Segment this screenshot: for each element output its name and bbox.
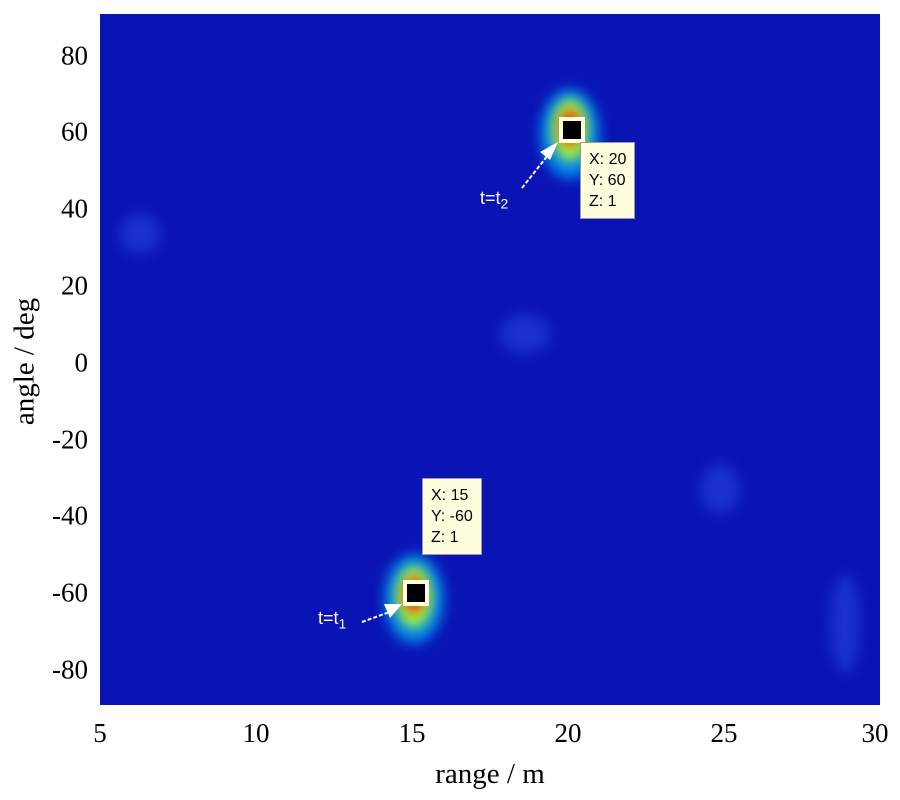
x-tick: 5 bbox=[93, 718, 107, 748]
x-tick: 25 bbox=[710, 718, 738, 748]
datatip-y: Y: 60 bbox=[589, 172, 626, 189]
y-tick: -40 bbox=[52, 500, 88, 531]
noise bbox=[500, 314, 550, 354]
x-axis-label: range / m bbox=[435, 758, 545, 790]
annotation-t2: t=t2 bbox=[480, 188, 509, 212]
y-tick: 20 bbox=[61, 270, 88, 301]
y-axis-label: angle / deg bbox=[8, 297, 41, 426]
y-tick: -60 bbox=[52, 577, 88, 608]
heatmap-plot-area bbox=[100, 14, 880, 705]
datatip-marker-t1[interactable] bbox=[403, 580, 429, 606]
datatip-y: Y: -60 bbox=[431, 508, 473, 525]
y-tick: 60 bbox=[61, 116, 88, 147]
datatip-z: Z: 1 bbox=[589, 193, 617, 210]
y-tick: -80 bbox=[52, 654, 88, 685]
x-tick: 15 bbox=[398, 718, 426, 748]
x-tick: 30 bbox=[861, 718, 889, 748]
datatip-t2[interactable]: X: 20 Y: 60 Z: 1 bbox=[580, 142, 636, 219]
y-tick: 80 bbox=[61, 40, 88, 71]
annotation-t1: t=t1 bbox=[318, 608, 347, 632]
noise bbox=[120, 214, 160, 254]
x-tick: 10 bbox=[242, 718, 270, 748]
y-tick: -20 bbox=[52, 424, 88, 455]
noise bbox=[700, 464, 740, 514]
noise bbox=[830, 574, 860, 674]
datatip-x: X: 15 bbox=[431, 487, 469, 504]
x-tick: 20 bbox=[554, 718, 582, 748]
datatip-t1[interactable]: X: 15 Y: -60 Z: 1 bbox=[422, 478, 482, 555]
datatip-x: X: 20 bbox=[589, 151, 627, 168]
datatip-z: Z: 1 bbox=[431, 529, 459, 546]
y-tick: 0 bbox=[74, 347, 89, 378]
y-tick: 40 bbox=[61, 193, 88, 224]
datatip-marker-t2[interactable] bbox=[559, 117, 585, 143]
